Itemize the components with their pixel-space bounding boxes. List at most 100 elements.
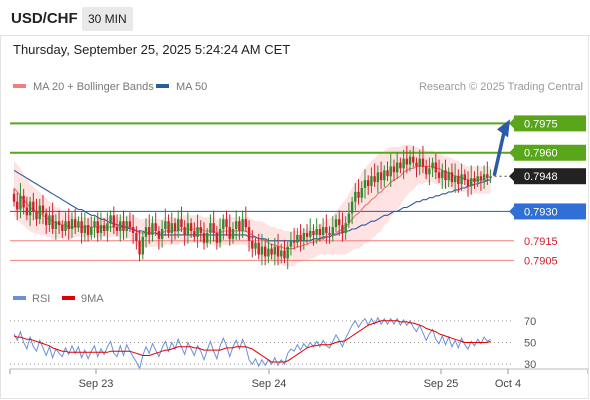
candle-body	[479, 176, 483, 181]
candle-body	[408, 156, 412, 165]
candle-body	[112, 215, 116, 228]
candle-body	[241, 219, 244, 231]
candle-body	[305, 232, 309, 237]
candle-body	[453, 176, 457, 183]
rsi-axis-tick: 50	[524, 338, 536, 350]
candle-body	[302, 232, 305, 241]
candle-body	[386, 170, 389, 177]
candle-body	[363, 180, 367, 188]
candle-body	[115, 227, 119, 231]
candle-body	[270, 248, 273, 255]
candle-body	[441, 170, 444, 179]
level-label-target: 0.7915	[524, 236, 558, 248]
candle-body	[289, 240, 293, 247]
level-label-box	[514, 144, 586, 161]
candle-body	[90, 227, 93, 235]
candle-body	[67, 221, 70, 230]
candle-body	[473, 178, 476, 183]
candle-body	[399, 162, 402, 169]
candle-body	[286, 246, 289, 259]
level-label-support: 0.7930	[524, 206, 558, 218]
candle-body	[341, 225, 344, 233]
candle-body	[470, 178, 473, 186]
candle-body	[148, 227, 151, 235]
candle-body	[334, 219, 338, 228]
candle-body	[164, 221, 167, 230]
candle-body	[38, 205, 41, 220]
candle-body	[218, 229, 222, 243]
candle-body	[212, 223, 215, 233]
candle-body	[357, 191, 360, 198]
candle-body	[135, 232, 138, 241]
candle-body	[412, 156, 415, 163]
candle-body	[167, 221, 170, 233]
candle-body	[450, 172, 454, 183]
candle-body	[106, 223, 109, 231]
candle-body	[267, 248, 270, 257]
candle-body	[347, 213, 351, 224]
candle-body	[418, 158, 421, 167]
candle-body	[244, 219, 248, 228]
candle-body	[19, 195, 22, 210]
candle-body	[437, 172, 441, 179]
level-label-pointer	[509, 171, 514, 182]
level-label-resistance: 0.7960	[524, 148, 558, 160]
watermark-text: Research © 2025 Trading Central	[419, 81, 583, 93]
candle-body	[434, 162, 438, 173]
candle-body	[273, 246, 277, 255]
candle-body	[231, 229, 235, 239]
candle-body	[260, 246, 264, 255]
candle-body	[354, 191, 357, 202]
candle-body	[373, 176, 376, 183]
x-axis-label: Oct 4	[495, 378, 521, 390]
candle-body	[482, 174, 486, 181]
candle-body	[144, 227, 148, 237]
interval-button[interactable]: 30 MIN	[82, 7, 133, 31]
candle-body	[160, 229, 164, 239]
candle-body	[338, 219, 341, 226]
candle-body	[457, 176, 460, 185]
candle-body	[83, 225, 87, 233]
candle-body	[318, 229, 322, 235]
candle-body	[196, 227, 199, 237]
candle-body	[96, 221, 99, 233]
candle-body	[360, 187, 363, 198]
candle-body	[421, 158, 425, 167]
candle-body	[247, 227, 251, 241]
candle-body	[238, 221, 241, 231]
candle-body	[376, 172, 380, 183]
level-label-pointer	[509, 206, 514, 217]
candle-body	[257, 242, 260, 255]
candle-body	[447, 172, 450, 181]
candle-body	[283, 250, 286, 259]
rsi-axis-tick: 30	[524, 359, 536, 371]
candles-group	[12, 145, 492, 270]
rsi-legend-swatch	[62, 296, 75, 300]
candle-body	[415, 162, 418, 167]
candle-body	[254, 242, 257, 249]
candle-body	[325, 227, 328, 233]
level-label-target: 0.7905	[524, 255, 558, 267]
candle-body	[109, 215, 112, 224]
candle-body	[424, 166, 428, 175]
candle-body	[367, 180, 370, 186]
forecast-arrowhead	[497, 119, 510, 138]
candle-body	[16, 201, 19, 210]
header-divider	[0, 35, 590, 36]
chart-header: USD/CHF 30 MIN	[0, 0, 590, 36]
candle-body	[315, 229, 318, 235]
candle-body	[186, 223, 190, 235]
rsi-legend-label: RSI	[32, 293, 50, 305]
candle-body	[263, 246, 267, 257]
candle-body	[312, 231, 315, 235]
level-label-box	[514, 115, 586, 132]
candle-body	[64, 221, 67, 231]
candle-body	[215, 232, 219, 243]
level-label-box	[514, 203, 586, 220]
x-axis-label: Sep 24	[252, 378, 287, 390]
candle-body	[222, 219, 225, 230]
candle-body	[379, 172, 383, 181]
candle-body	[70, 219, 74, 230]
candle-body	[61, 225, 64, 231]
